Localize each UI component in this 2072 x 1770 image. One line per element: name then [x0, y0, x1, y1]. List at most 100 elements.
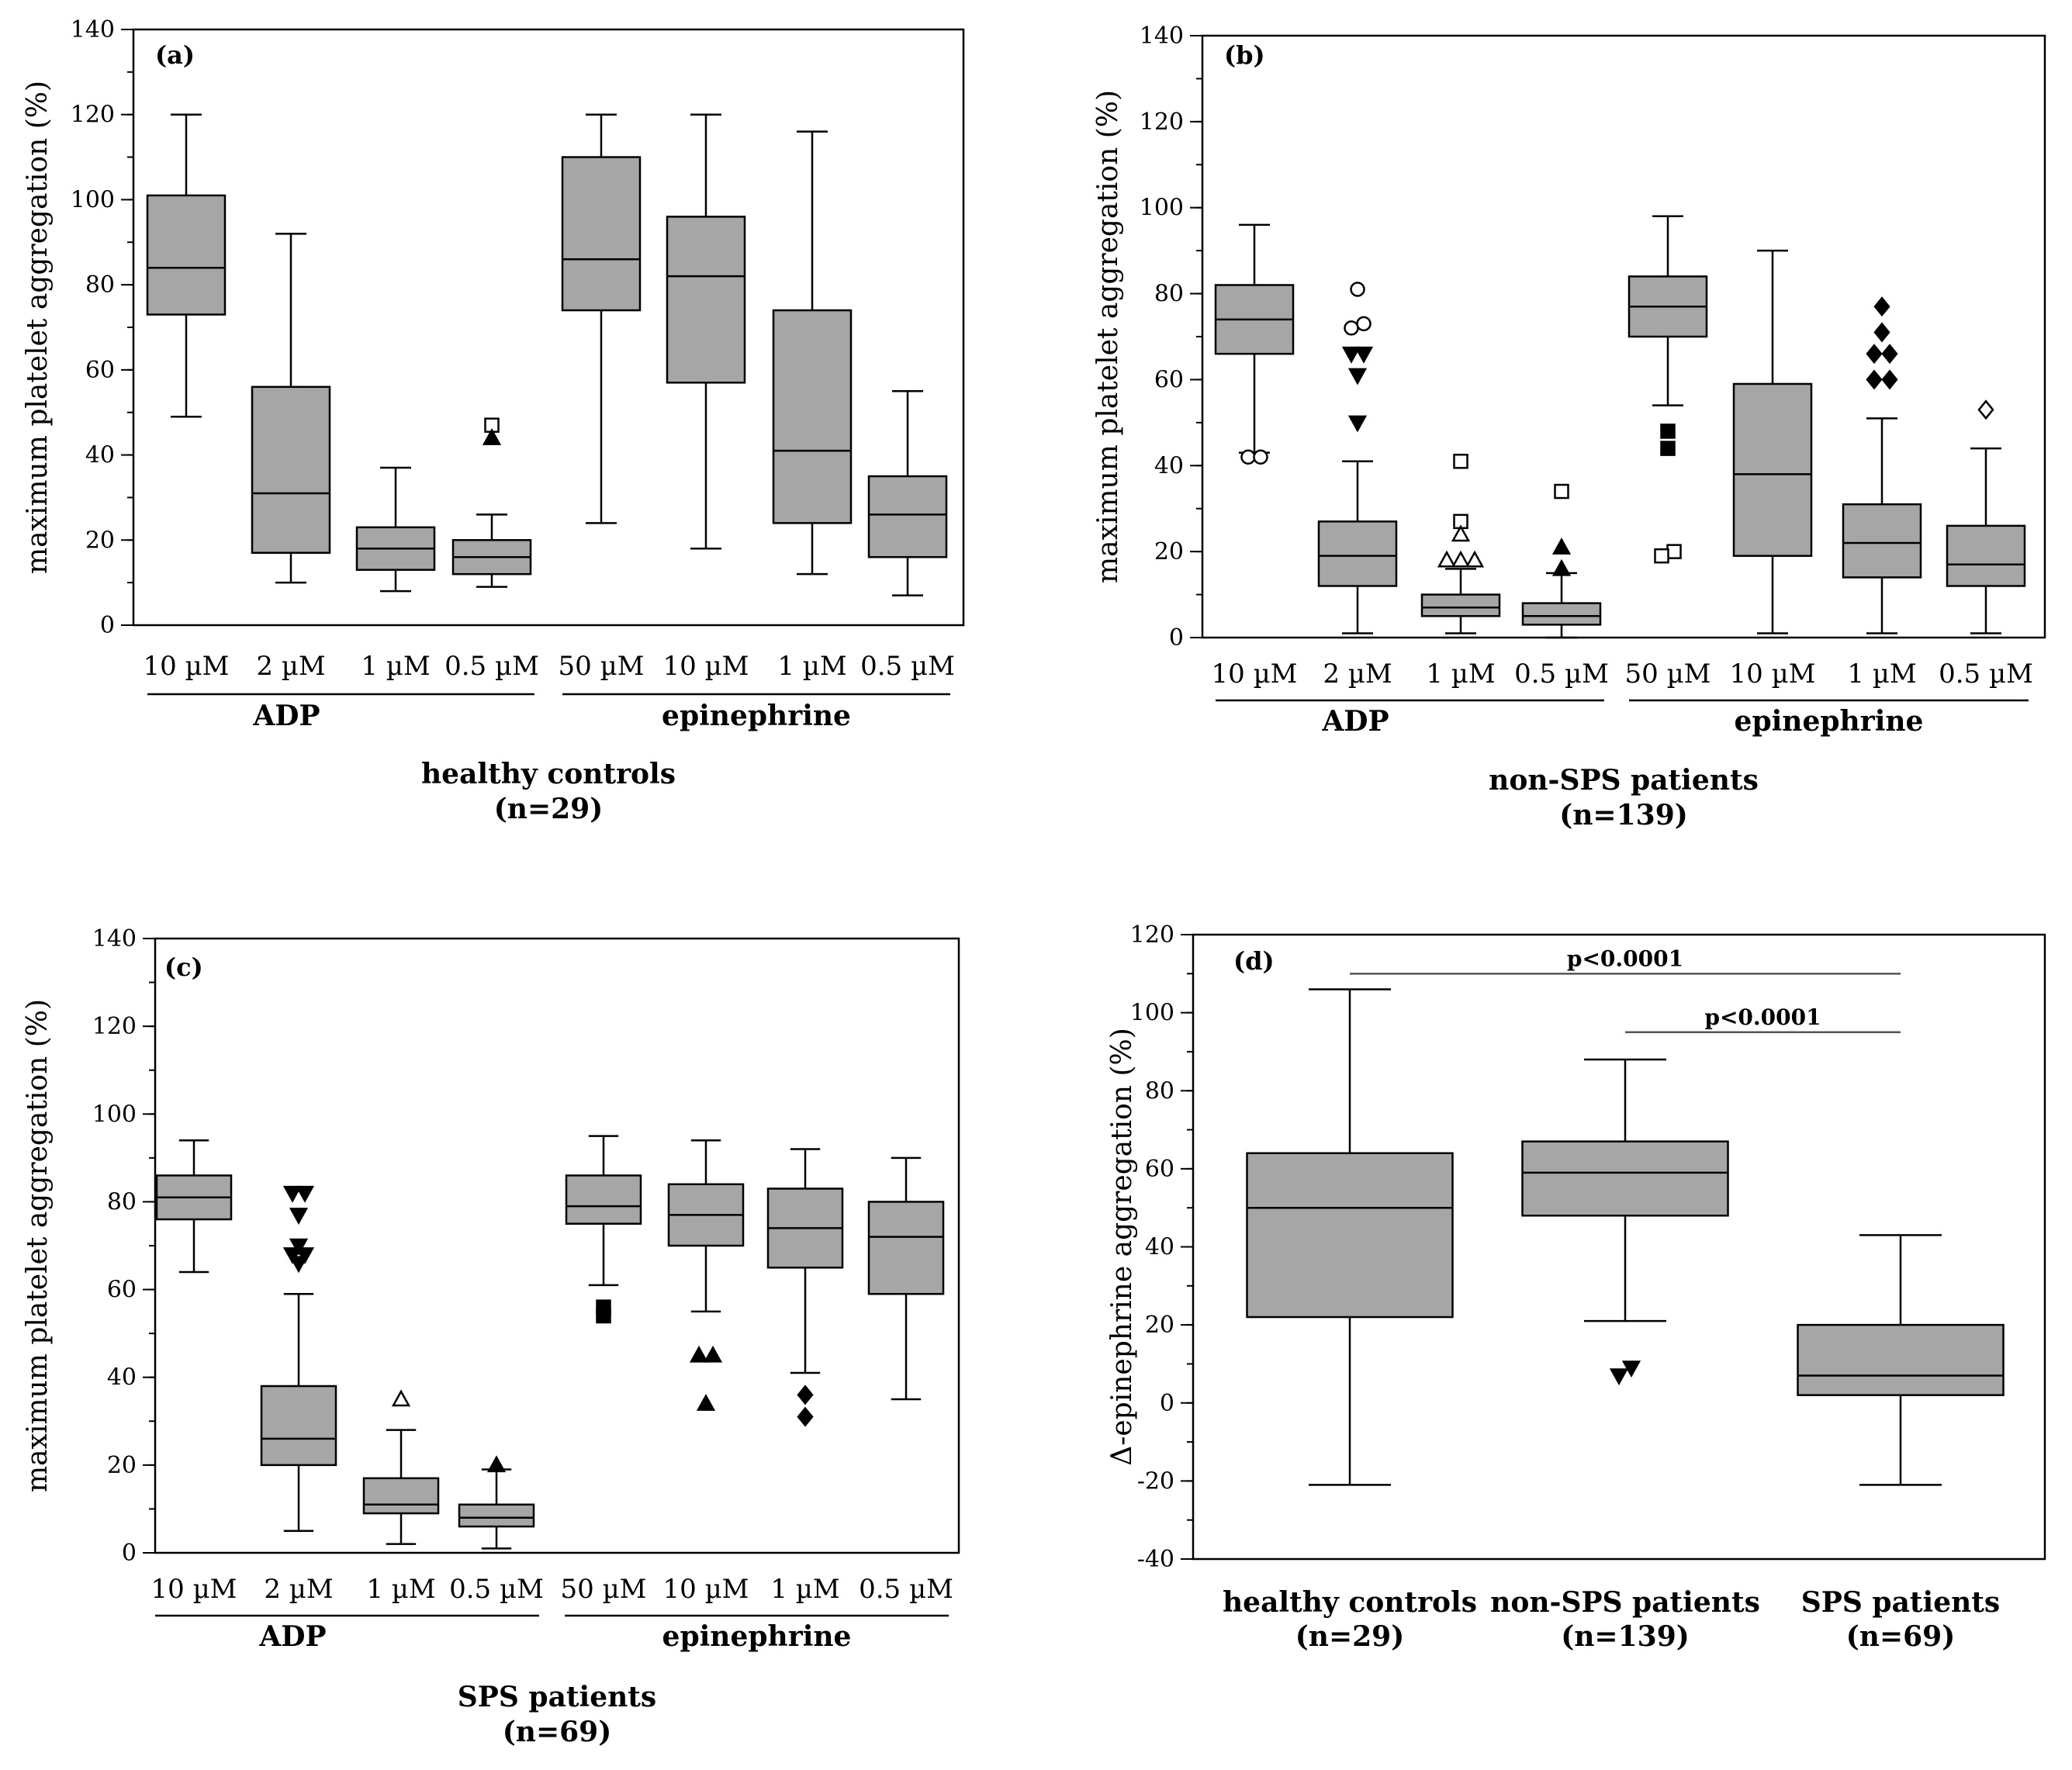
box-3: [355, 466, 436, 593]
x-category-label: non-SPS patients: [1490, 1586, 1760, 1619]
y-tick-label: 80: [1154, 281, 1184, 308]
outlier-point: [1609, 1368, 1629, 1386]
outlier-point: [797, 1385, 814, 1405]
outlier-point: [703, 1345, 723, 1363]
y-tick-label: 140: [1140, 22, 1184, 50]
iqr-box: [1732, 382, 1813, 557]
y-tick-label: 80: [85, 271, 115, 299]
outlier-point: [282, 1185, 303, 1203]
box-8: [867, 390, 948, 596]
y-tick-label: 120: [1130, 921, 1174, 949]
box-6: [666, 113, 746, 550]
box-1: [146, 113, 227, 418]
outlier-point: [1551, 538, 1572, 555]
group-label: epinephrine: [1735, 705, 1924, 738]
outlier-point: [596, 1308, 611, 1324]
panel-letter: (c): [164, 952, 203, 982]
outlier-point: [1344, 320, 1359, 336]
outlier-point: [1451, 524, 1471, 542]
box-1: [1246, 988, 1454, 1486]
y-tick-label: 120: [1140, 109, 1184, 136]
y-tick-label: 20: [107, 1452, 137, 1479]
y-axis-label: maximum platelet aggregation (%): [22, 81, 54, 574]
iqr-box: [1521, 1140, 1729, 1217]
outlier-point: [391, 1389, 411, 1407]
group-label: epinephrine: [662, 1620, 852, 1653]
outlier-point: [486, 1455, 507, 1473]
outlier-point: [797, 1406, 814, 1427]
y-tick-label: 140: [92, 925, 137, 952]
iqr-box: [867, 1201, 945, 1295]
y-tick-label: 100: [71, 186, 115, 213]
outlier-point: [1654, 548, 1669, 564]
box-3: [1420, 453, 1501, 634]
x-category-label: 0.5 µM: [449, 1574, 544, 1605]
y-tick-label: 40: [1145, 1234, 1174, 1261]
outlier-point: [1341, 346, 1361, 364]
outlier-point: [1660, 441, 1676, 456]
iqr-box: [1317, 520, 1398, 587]
x-category-label: 10 µM: [1212, 659, 1298, 690]
box-2: [1521, 1058, 1729, 1386]
panel-letter: (d): [1233, 946, 1275, 976]
outlier-point: [289, 1208, 309, 1225]
y-tick-label: 20: [1145, 1312, 1174, 1339]
outlier-point: [1873, 322, 1890, 343]
box-7: [1842, 296, 1922, 634]
y-tick-label: 0: [1169, 624, 1184, 652]
y-tick-label: 40: [107, 1364, 137, 1391]
y-tick-label: 140: [71, 16, 115, 43]
x-category-label: 10 µM: [144, 651, 230, 682]
outlier-point: [295, 1185, 315, 1203]
outlier-point: [1621, 1360, 1641, 1378]
outlier-point: [282, 1247, 303, 1264]
y-tick-label: 120: [71, 102, 115, 129]
chart-panel-b: 0 20 40 60 80 100 120 140 maximum platelet aggre…: [1092, 22, 2046, 831]
panel-caption: (n=139): [1559, 799, 1688, 831]
y-tick-label: 60: [107, 1277, 137, 1304]
box-5: [565, 1135, 642, 1324]
iqr-box: [146, 194, 227, 316]
group-label: epinephrine: [662, 700, 851, 732]
x-category-label: 1 µM: [366, 1574, 435, 1605]
box-5: [561, 113, 642, 524]
outlier-point: [1354, 346, 1374, 364]
x-category-sublabel: (n=29): [1295, 1620, 1405, 1653]
y-axis-label: Δ-epinephrine aggregation (%): [1106, 1028, 1138, 1466]
y-tick-label: 40: [1154, 452, 1184, 479]
outlier-point: [1866, 344, 1883, 365]
panel-letter: (b): [1224, 40, 1265, 70]
x-category-label: 10 µM: [663, 1574, 749, 1605]
box-6: [1732, 249, 1813, 634]
iqr-box: [458, 1503, 535, 1528]
outlier-point: [1253, 449, 1268, 465]
box-8: [867, 1156, 945, 1401]
y-tick-label: 0: [100, 612, 115, 639]
y-tick-label: 80: [107, 1188, 137, 1215]
box-5: [1628, 215, 1708, 564]
x-category-sublabel: (n=139): [1561, 1620, 1690, 1653]
x-category-label: 10 µM: [151, 1574, 237, 1605]
box-4: [458, 1455, 535, 1550]
y-tick-label: 0: [1160, 1390, 1174, 1417]
y-tick-label: 100: [1130, 1000, 1174, 1027]
x-category-label: 50 µM: [559, 651, 645, 682]
box-3: [362, 1389, 440, 1545]
y-tick-label: 40: [85, 442, 115, 469]
x-category-label: healthy controls: [1223, 1586, 1477, 1619]
iqr-box: [1842, 503, 1922, 579]
group-label: ADP: [258, 1620, 326, 1653]
outlier-point: [295, 1247, 315, 1264]
outlier-point: [1347, 368, 1368, 385]
panel-caption: SPS patients: [458, 1681, 656, 1713]
y-tick-label: 100: [1140, 195, 1184, 222]
x-category-label: 2 µM: [264, 1574, 333, 1605]
x-category-label: 2 µM: [1323, 659, 1392, 690]
x-category-label: 2 µM: [256, 651, 325, 682]
outlier-point: [1451, 550, 1471, 568]
outlier-point: [696, 1394, 716, 1411]
x-category-label: 50 µM: [561, 1574, 647, 1605]
y-tick-label: 100: [92, 1101, 137, 1128]
y-tick-label: 120: [92, 1013, 137, 1040]
chart-panel-c: 0 20 40 60 80 100 120 140 maximum platelet aggre…: [22, 925, 960, 1748]
